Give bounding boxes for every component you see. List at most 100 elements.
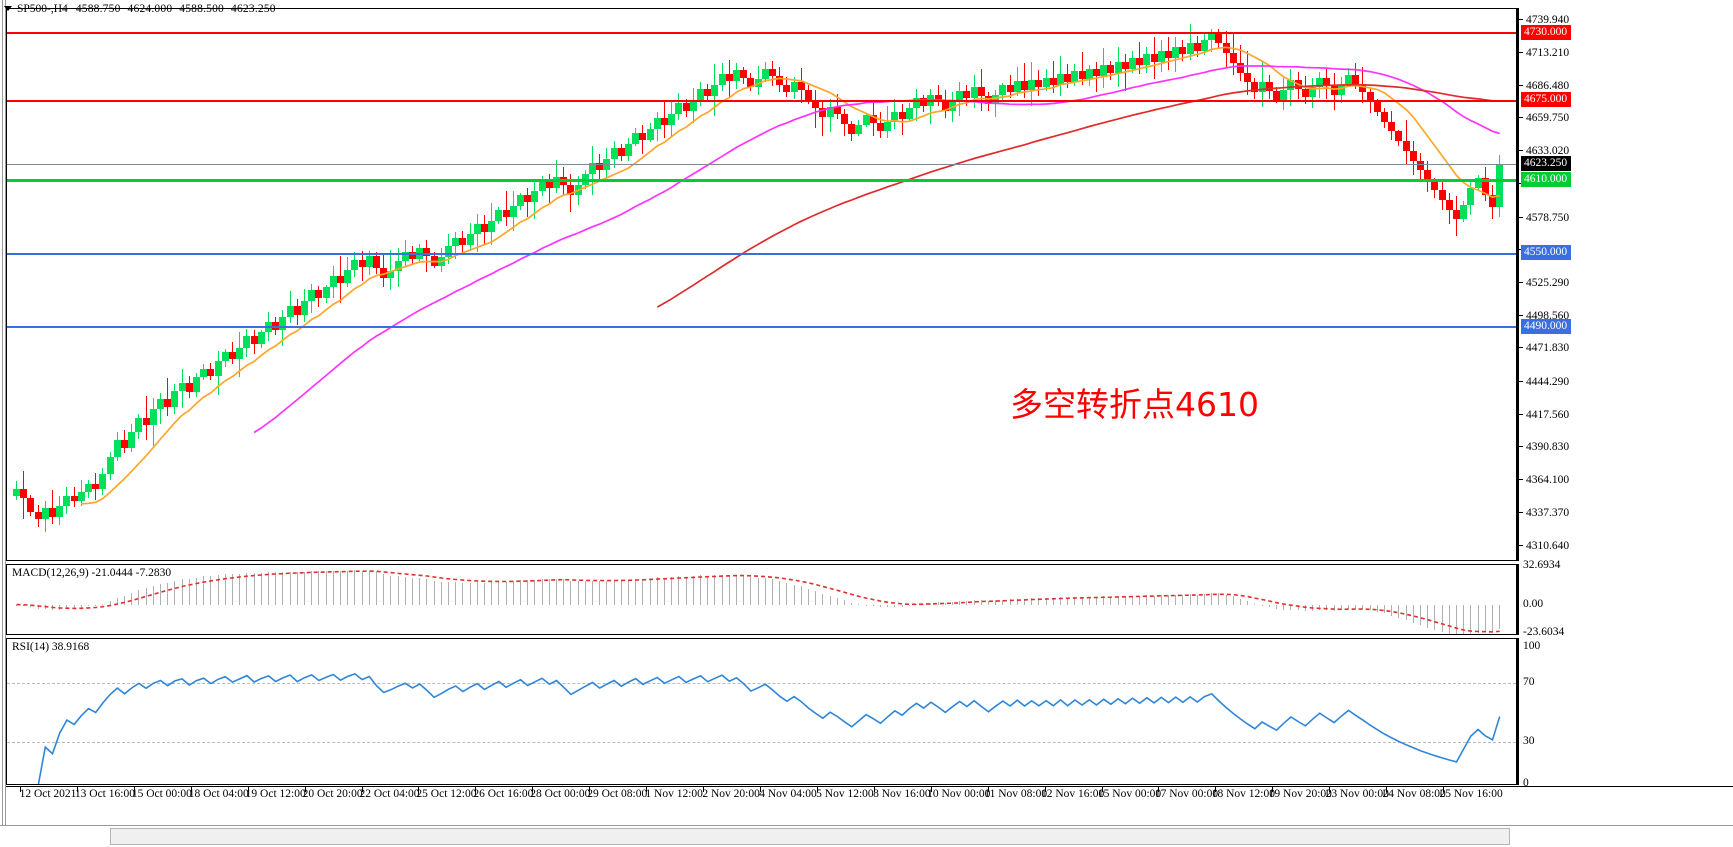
price-tag-4610[interactable]: 4610.000 — [1521, 171, 1572, 187]
tick-dash — [1519, 281, 1523, 283]
macd-histogram-bar — [268, 572, 269, 605]
triangle-down-icon[interactable] — [4, 6, 12, 11]
time-axis-tick — [1386, 787, 1388, 792]
candlestick — [632, 9, 640, 560]
candlestick — [524, 9, 532, 560]
candlestick — [1136, 9, 1144, 560]
macd-plot-area — [7, 565, 1516, 634]
time-axis-label: 18 Oct 04:00 — [188, 788, 249, 800]
macd-histogram-bar — [95, 604, 97, 606]
candle-body — [1201, 39, 1208, 51]
candle-body — [653, 117, 661, 129]
candle-body — [1013, 81, 1021, 93]
candle-body — [63, 495, 71, 506]
level-line-support-4550 — [7, 252, 1516, 255]
candlestick — [531, 9, 539, 560]
macd-histogram-bar — [210, 576, 212, 605]
price-tag-4730[interactable]: 4730.000 — [1521, 24, 1572, 40]
candlestick — [301, 9, 308, 560]
macd-histogram-bar — [1211, 593, 1213, 605]
macd-histogram-bar — [361, 570, 363, 605]
tick-dash — [1519, 511, 1523, 513]
price-chart-panel[interactable] — [6, 8, 1517, 561]
candlestick — [653, 9, 661, 560]
macd-histogram-bar — [1499, 604, 1501, 629]
macd-histogram-bar — [1319, 604, 1321, 611]
macd-histogram-bar — [1326, 604, 1328, 611]
candle-wick — [930, 88, 932, 125]
macd-panel[interactable]: MACD(12,26,9) -21.0444 -7.2830 — [6, 564, 1517, 635]
candlestick — [1474, 9, 1482, 560]
price-tag-last[interactable]: 4623.250 — [1521, 155, 1572, 171]
candle-body — [193, 377, 200, 392]
candle-body — [214, 361, 222, 377]
candle-body — [898, 111, 906, 120]
candle-body — [1100, 65, 1108, 77]
macd-histogram-bar — [894, 604, 896, 607]
time-axis-label: 17 Nov 00:00 — [1154, 788, 1219, 800]
macd-histogram-bar — [152, 586, 154, 605]
candlestick — [157, 9, 164, 560]
price-tick-label: 4444.290 — [1526, 376, 1570, 389]
candle-body — [481, 224, 488, 232]
candlestick — [617, 9, 625, 560]
time-axis-label: 12 Oct 2021 — [19, 788, 77, 800]
candlestick — [200, 9, 208, 560]
macd-histogram-bar — [908, 604, 910, 606]
price-tag-4675[interactable]: 4675.000 — [1521, 92, 1572, 108]
macd-histogram-bar — [1470, 604, 1472, 634]
price-tag-4490[interactable]: 4490.000 — [1521, 318, 1572, 334]
candlestick — [1330, 9, 1338, 560]
macd-histogram-bar — [577, 581, 579, 605]
horizontal-scrollbar[interactable] — [0, 825, 1733, 847]
macd-histogram-bar — [1333, 604, 1335, 611]
candlestick — [1165, 9, 1172, 560]
candle-body — [229, 351, 236, 359]
rsi-panel[interactable]: RSI(14) 38.9168 — [6, 638, 1517, 785]
macd-histogram-bar — [426, 578, 428, 605]
macd-histogram-bar — [620, 580, 622, 605]
candle-wick — [901, 104, 903, 135]
candle-body — [1316, 77, 1324, 88]
macd-histogram-bar — [1009, 599, 1011, 605]
candle-body — [293, 306, 301, 315]
macd-histogram-bar — [347, 570, 349, 605]
price-tick-label: 4686.480 — [1526, 79, 1570, 92]
candle-body — [178, 383, 186, 391]
candlestick — [452, 9, 460, 560]
price-plot-area[interactable] — [7, 9, 1516, 560]
candlestick — [257, 9, 265, 560]
candle-body — [977, 87, 985, 96]
series-line — [81, 46, 1500, 505]
candle-wick — [52, 489, 53, 525]
time-axis-label: 18 Nov 12:00 — [1211, 788, 1275, 800]
macd-histogram-bar — [1038, 598, 1040, 605]
macd-histogram-bar — [678, 576, 680, 605]
tick-dash — [1519, 381, 1523, 383]
macd-histogram-bar — [779, 581, 781, 605]
macd-histogram-bar — [1434, 604, 1436, 630]
macd-histogram-bar — [311, 571, 313, 605]
candle-body — [495, 209, 503, 221]
candlestick — [149, 9, 157, 560]
candle-body — [999, 84, 1007, 95]
candlestick — [1417, 9, 1424, 560]
candlestick — [740, 9, 748, 560]
candlestick — [20, 9, 28, 560]
macd-histogram-bar — [944, 602, 946, 605]
macd-histogram-bar — [174, 580, 176, 605]
candlestick — [214, 9, 222, 560]
plot-svg — [16, 570, 1500, 633]
scrollbar-thumb[interactable] — [110, 828, 1510, 845]
macd-histogram-bar — [1146, 595, 1148, 605]
candle-wick — [1211, 29, 1213, 52]
candle-body — [200, 368, 208, 378]
macd-histogram-bar — [1153, 595, 1155, 605]
candle-body — [1402, 141, 1410, 151]
candlestick — [841, 9, 848, 560]
time-axis-tick — [1215, 787, 1217, 792]
price-scale[interactable]: 4739.940 4713.210 4686.480 4659.750 4633.020… — [1517, 8, 1733, 561]
price-tag-4550[interactable]: 4550.000 — [1521, 245, 1572, 261]
candle-body — [877, 122, 884, 132]
macd-histogram-bar — [440, 581, 442, 605]
